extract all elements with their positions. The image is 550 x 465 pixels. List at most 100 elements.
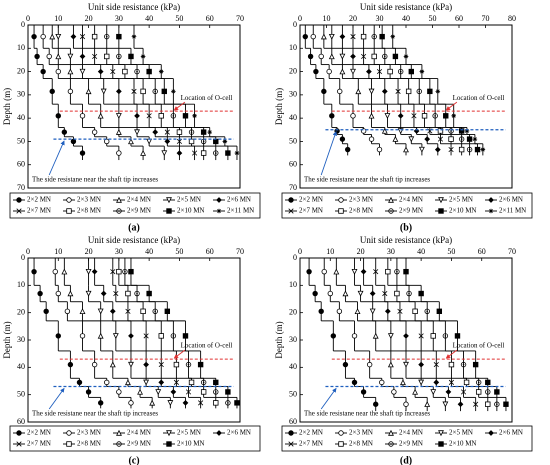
marker (116, 441, 122, 447)
marker (392, 53, 399, 60)
marker (143, 379, 150, 386)
marker (360, 33, 367, 40)
legend-label: 2×11 MN (227, 207, 254, 215)
marker (321, 268, 327, 275)
x-tick-label: 60 (206, 14, 214, 23)
legend-label: 2×6 MN (227, 429, 251, 437)
marker (336, 308, 343, 314)
marker (354, 308, 361, 314)
marker (40, 33, 46, 40)
marker (79, 34, 86, 40)
marker (342, 290, 349, 297)
marker-inner (136, 70, 138, 73)
series (31, 258, 104, 409)
marker (350, 113, 356, 119)
x-tick-label: 70 (236, 247, 244, 256)
marker (475, 389, 482, 395)
tip-arrow (320, 387, 337, 410)
marker (381, 127, 388, 134)
panel-label: (b) (400, 222, 412, 233)
marker (457, 401, 464, 408)
legend-label: 2×10 MN (177, 207, 204, 215)
x-tick-label: 10 (54, 247, 62, 256)
y-axis-title: Depth (m) (274, 88, 284, 125)
marker (67, 68, 74, 75)
marker (387, 68, 393, 75)
series (360, 258, 464, 412)
legend-frame (9, 192, 261, 219)
legend-label: 2×9 MN (399, 440, 423, 448)
marker (376, 68, 383, 75)
x-tick-label: 20 (85, 14, 93, 23)
marker (16, 430, 22, 436)
marker (234, 400, 240, 406)
legend-frame (9, 425, 261, 452)
marker (418, 146, 425, 153)
legend-label: 2×9 MN (127, 207, 151, 215)
marker (167, 400, 174, 407)
marker (197, 361, 204, 368)
marker (66, 430, 72, 436)
y-tick-label: 20 (17, 66, 25, 75)
y-tick-label: 60 (289, 417, 297, 426)
x-tick-label: 30 (115, 247, 123, 256)
marker (149, 399, 156, 406)
marker (134, 129, 140, 136)
marker (418, 379, 425, 386)
marker (458, 128, 465, 134)
marker (351, 333, 358, 339)
marker (339, 33, 346, 40)
marker (391, 389, 397, 395)
y-tick-label: 20 (289, 66, 297, 75)
marker (128, 268, 134, 275)
tip-arrow (320, 131, 337, 176)
x-tick-label: 50 (175, 247, 183, 256)
marker (200, 389, 207, 395)
x-tick-label: 70 (508, 247, 516, 256)
marker (435, 89, 441, 94)
legend-label: 2×7 MN (27, 440, 51, 448)
y-tick-label: 0 (293, 253, 297, 262)
marker-inner (227, 402, 229, 404)
series (321, 258, 409, 412)
marker (161, 150, 168, 157)
marker (104, 379, 110, 386)
marker (433, 379, 440, 386)
marker (355, 88, 362, 95)
marker (182, 333, 189, 339)
marker (67, 290, 74, 297)
marker (368, 112, 375, 119)
legend-label: 2×2 MN (27, 429, 51, 437)
x-tick-label: 50 (175, 14, 183, 23)
marker (109, 308, 116, 315)
series (85, 258, 174, 409)
marker (345, 146, 351, 153)
marker (176, 150, 183, 156)
marker (200, 150, 207, 156)
marker (436, 308, 443, 314)
series (91, 25, 207, 161)
marker (125, 308, 131, 314)
marker (185, 389, 192, 395)
legend-label: 2×5 MN (177, 196, 201, 204)
marker (388, 441, 394, 447)
tip-arrow (48, 387, 65, 410)
marker (213, 138, 219, 145)
marker (97, 308, 104, 315)
marker (438, 441, 444, 447)
marker-inner (136, 292, 138, 295)
legend-label: 2×5 MN (449, 429, 473, 437)
series (91, 258, 189, 409)
marker (433, 362, 439, 368)
legend-label: 2×2 MN (299, 429, 323, 437)
marker (333, 268, 340, 275)
marker (388, 196, 394, 203)
marker (368, 88, 375, 95)
marker (339, 68, 346, 75)
marker (213, 150, 219, 156)
legend-label: 2×3 MN (349, 429, 373, 437)
y-tick-label: 20 (17, 307, 25, 316)
tip-arrow (48, 140, 65, 176)
marker (52, 268, 58, 275)
legend-frame (281, 425, 533, 452)
